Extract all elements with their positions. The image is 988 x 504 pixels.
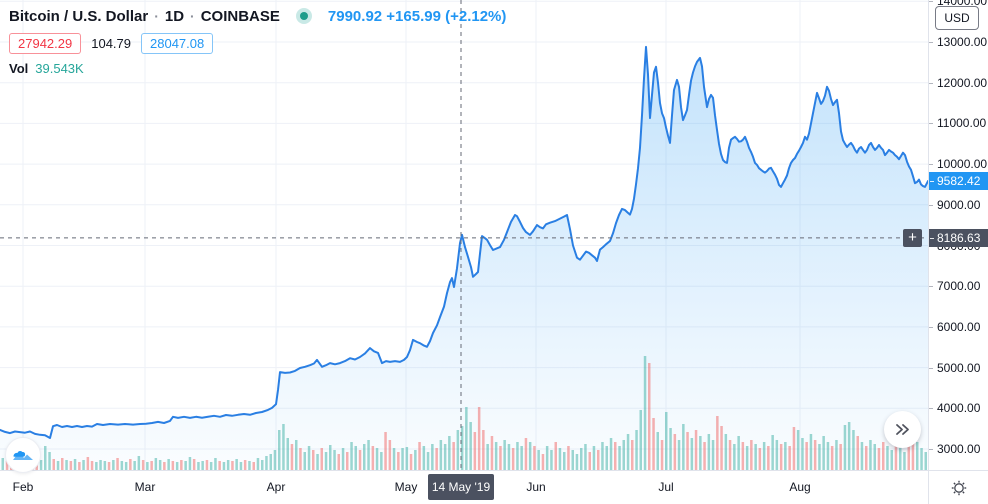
time-axis-label[interactable]: Jul — [658, 480, 674, 494]
interval-label[interactable]: 1D — [164, 7, 185, 25]
price-axis-label: 5000.00 — [929, 360, 981, 375]
volume-label[interactable]: Vol — [9, 61, 29, 76]
time-axis-label[interactable]: Feb — [12, 480, 34, 494]
currency-usd-button[interactable]: USD — [935, 6, 979, 30]
price-axis-label: 12000.00 — [929, 75, 988, 90]
axis-settings-corner[interactable] — [929, 471, 988, 504]
time-axis-separator — [0, 470, 988, 471]
crosshair-date-label: 14 May '19 — [428, 474, 494, 500]
price-axis-label: 4000.00 — [929, 401, 981, 416]
time-axis-label[interactable]: Aug — [789, 480, 811, 494]
price-axis-label: 3000.00 — [929, 442, 981, 456]
double-chevron-right-icon — [895, 423, 910, 436]
mountain-logo-icon — [12, 447, 34, 463]
price-axis-label: 14000.00 — [929, 0, 987, 9]
time-axis-label[interactable]: Jun — [526, 480, 546, 494]
add-alert-plus-button[interactable]: + — [903, 228, 922, 247]
watermark-logo-button[interactable] — [5, 437, 41, 473]
time-axis-label[interactable]: Mar — [134, 480, 156, 494]
last-price-change: 7990.92 +165.99 (+2.12%) — [327, 7, 507, 25]
time-axis-label[interactable]: May — [394, 480, 418, 494]
price-axis-label: 7000.00 — [929, 279, 981, 294]
current-price-label: 9582.42 — [929, 172, 988, 191]
volume-value: 39.543K — [35, 61, 84, 76]
ask-price-box[interactable]: 28047.08 — [141, 33, 214, 54]
price-axis-label: 10000.00 — [929, 157, 988, 172]
time-axis-label[interactable]: Apr — [266, 480, 286, 494]
exchange-label[interactable]: COINBASE — [200, 7, 280, 25]
price-axis-label: 9000.00 — [929, 197, 981, 212]
symbol-title[interactable]: Bitcoin / U.S. Dollar — [9, 7, 149, 25]
price-axis-label: 13000.00 — [929, 35, 988, 49]
legend-separator: · — [154, 8, 159, 24]
market-status-dot-icon[interactable] — [295, 8, 312, 24]
spread-value: 104.79 — [91, 36, 131, 51]
crosshair-price-label: 8186.63 — [929, 228, 988, 247]
price-axis-separator — [928, 0, 929, 504]
price-axis-label: 6000.00 — [929, 319, 981, 334]
goto-realtime-button[interactable] — [884, 411, 921, 448]
gear-icon[interactable] — [951, 480, 967, 496]
bid-price-box[interactable]: 27942.29 — [9, 33, 82, 54]
legend-separator: · — [190, 8, 195, 24]
price-axis-label: 11000.00 — [929, 116, 987, 131]
chart-legend: Bitcoin / U.S. Dollar · 1D · COINBASE 79… — [9, 5, 506, 77]
